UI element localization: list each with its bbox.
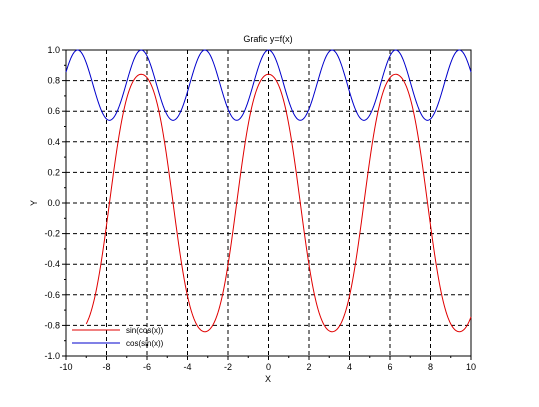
y-tick-label: -1.0: [44, 351, 60, 361]
x-tick-label: 4: [347, 362, 352, 372]
legend-entry: sin(cos(x)): [126, 326, 164, 335]
x-tick-label: 10: [466, 362, 476, 372]
x-tick-label: 2: [306, 362, 311, 372]
y-axis: -1.0 -0.8 -0.6 -0.4 -0.2 0.0 0.2 0.4 0.6 0.8 1.0: [44, 45, 66, 361]
y-tick-label: 0.0: [47, 198, 60, 208]
series-line-sin-cos-x: [85, 73, 472, 333]
x-axis-label: X: [265, 374, 271, 384]
y-tick-label: 0.2: [47, 167, 60, 177]
y-tick-label: 0.8: [47, 76, 60, 86]
x-tick-label: -6: [143, 362, 151, 372]
y-axis-label: Y: [29, 200, 39, 206]
y-tick-label: -0.6: [44, 290, 60, 300]
y-tick-label: 0.4: [47, 137, 60, 147]
y-tick-label: 0.6: [47, 106, 60, 116]
x-tick-label: 6: [387, 362, 392, 372]
y-tick-label: -0.8: [44, 320, 60, 330]
x-tick-label: -4: [183, 362, 191, 372]
series-line-cos-sin-x: [65, 49, 472, 121]
legend: sin(cos(x)) cos(sin(x)): [72, 326, 164, 348]
y-tick-label: -0.4: [44, 259, 60, 269]
x-tick-label: 8: [428, 362, 433, 372]
x-tick-label: -2: [224, 362, 232, 372]
x-tick-label: -8: [102, 362, 110, 372]
grid: [66, 50, 471, 356]
series-layer: [65, 49, 472, 333]
x-tick-label: 0: [266, 362, 271, 372]
x-axis: -10 -8 -6 -4 -2 0 2 4 6 8 10: [59, 356, 476, 372]
chart-title: Grafic y=f(x): [243, 34, 292, 44]
y-tick-label: 1.0: [47, 45, 60, 55]
legend-entry: cos(sin(x)): [126, 339, 164, 348]
x-tick-label: -10: [59, 362, 72, 372]
y-tick-label: -0.2: [44, 229, 60, 239]
